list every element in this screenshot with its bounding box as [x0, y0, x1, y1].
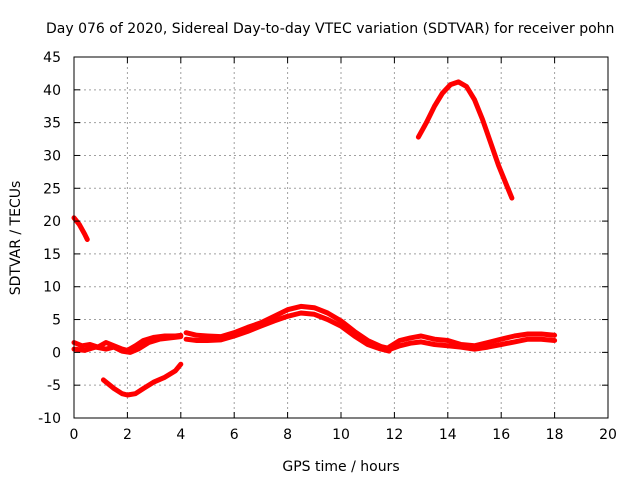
x-tick-label: 2	[123, 427, 132, 443]
y-tick-label: 10	[43, 280, 61, 296]
x-tick-label: 0	[70, 427, 79, 443]
data-series	[71, 79, 558, 398]
x-tick-label: 14	[439, 427, 457, 443]
x-tick-label: 8	[283, 427, 292, 443]
y-tick-label: 15	[43, 247, 61, 263]
x-tick-label: 16	[492, 427, 510, 443]
chart-title: Day 076 of 2020, Sidereal Day-to-day VTE…	[46, 21, 614, 37]
grid	[74, 57, 608, 418]
x-tick-label: 10	[332, 427, 350, 443]
y-tick-label: 0	[52, 345, 61, 361]
y-tick-label: -5	[47, 378, 61, 394]
x-tick-label: 6	[230, 427, 239, 443]
x-tick-label: 4	[176, 427, 185, 443]
series-line-arc-6	[183, 310, 392, 354]
y-tick-label: 20	[43, 214, 61, 230]
x-tick-label: 20	[599, 427, 617, 443]
x-tick-label: 12	[385, 427, 403, 443]
series-line-arc-8	[386, 336, 558, 353]
y-tick-label: 35	[43, 116, 61, 132]
series-line-arc-7	[386, 331, 558, 350]
axis-ticks: 0 2 4 6 8 10 12 14 16 18 20 -10 -5 0 5 10 15 20 25 30 35 40 45	[38, 50, 617, 443]
y-tick-label: 30	[43, 148, 61, 164]
x-axis-label: GPS time / hours	[282, 459, 399, 475]
y-tick-label: 5	[52, 313, 61, 329]
y-tick-label: 40	[43, 83, 61, 99]
y-axis-label: SDTVAR / TECUs	[8, 181, 24, 296]
series-line-arc-9	[415, 79, 515, 201]
series-line-arc-5	[183, 303, 392, 351]
series-line-arc-4	[100, 361, 184, 398]
x-tick-label: 18	[546, 427, 564, 443]
y-tick-label: 25	[43, 181, 61, 197]
series-line-arc-3	[71, 334, 184, 355]
y-tick-label: -10	[38, 411, 61, 427]
y-tick-label: 45	[43, 50, 61, 66]
